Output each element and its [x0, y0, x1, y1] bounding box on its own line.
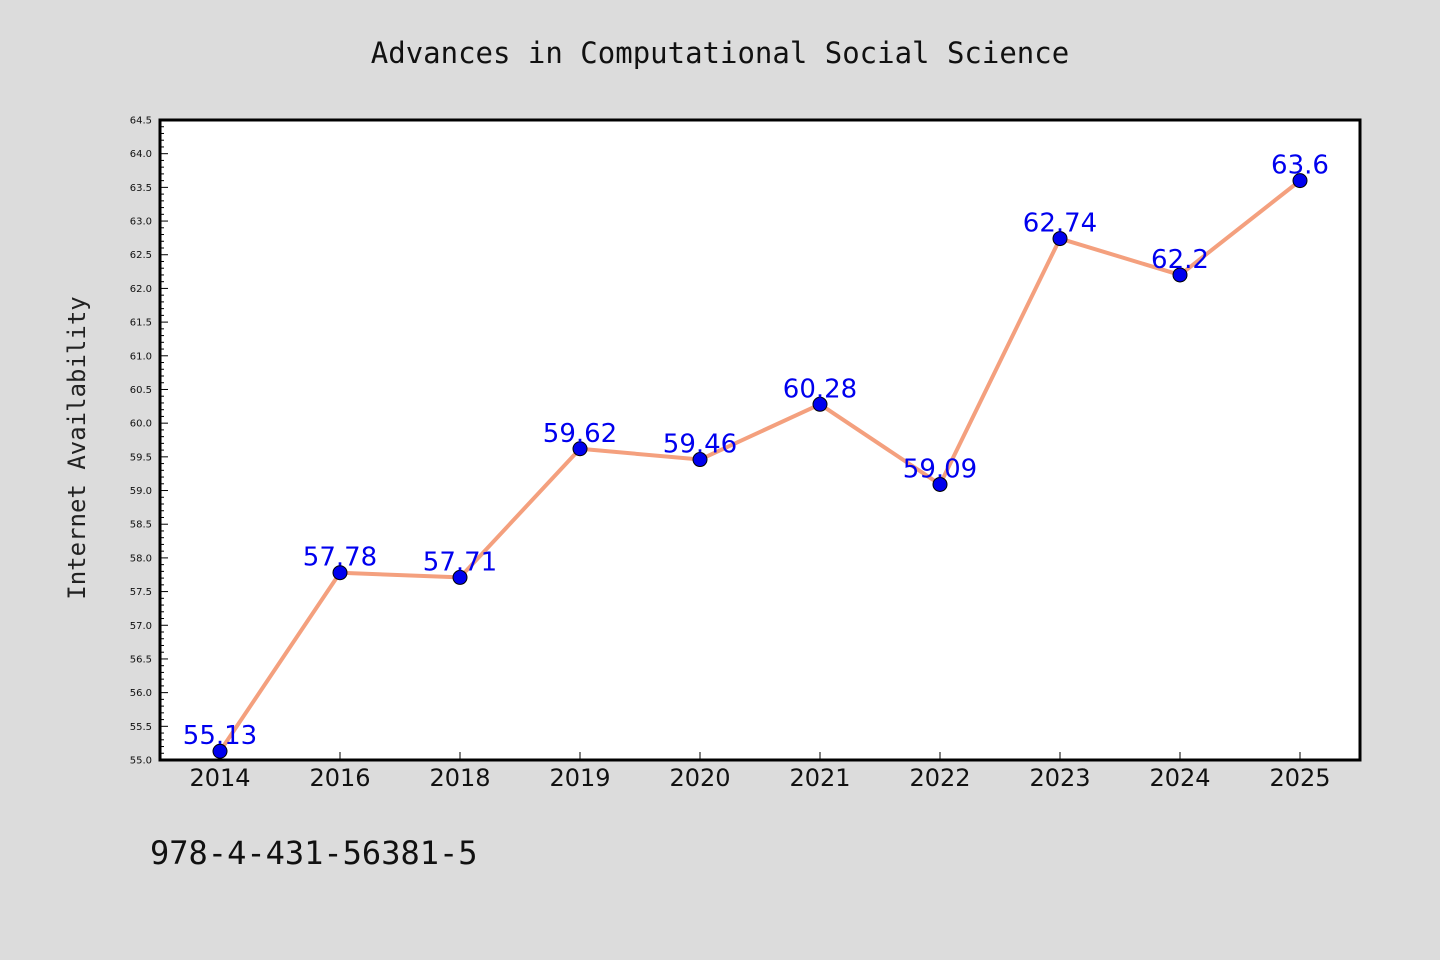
data-point — [332, 565, 348, 581]
data-points-group — [212, 173, 1308, 759]
x-tick-label: 2024 — [1149, 764, 1210, 792]
x-tick-label: 2014 — [189, 764, 250, 792]
y-axis-label: Internet Availability — [63, 296, 91, 599]
chart-title: Advances in Computational Social Science — [371, 36, 1069, 70]
y-tick-label: 60.5 — [130, 385, 152, 396]
data-label: 59.46 — [663, 430, 737, 460]
y-tick-label: 58.0 — [130, 553, 152, 564]
x-tick-label: 2022 — [909, 764, 970, 792]
data-point — [212, 743, 228, 759]
x-tick-label: 2023 — [1029, 764, 1090, 792]
x-axis-ticks: 2014 2016 2018 2019 2020 2021 2022 2023 2024 2025 — [189, 752, 1331, 792]
x-tick-label: 2016 — [309, 764, 370, 792]
y-tick-label: 60.0 — [130, 419, 152, 430]
data-label: 55.13 — [183, 721, 257, 751]
y-axis-ticks: 55.0 55.5 56.0 56.5 57.0 57.5 58.0 58.5 59.0 59.5… — [130, 116, 168, 767]
y-tick-label: 61.5 — [130, 318, 152, 329]
y-tick-label: 63.0 — [130, 217, 152, 228]
x-tick-label: 2025 — [1269, 764, 1330, 792]
y-tick-label: 64.0 — [130, 149, 152, 160]
data-label: 57.78 — [303, 543, 377, 573]
data-label: 59.09 — [903, 454, 977, 484]
y-tick-label: 64.5 — [130, 116, 152, 127]
y-tick-label: 62.0 — [130, 284, 152, 295]
y-tick-label: 55.0 — [130, 756, 152, 767]
y-tick-label: 57.5 — [130, 587, 152, 598]
y-tick-label: 59.5 — [130, 452, 152, 463]
y-tick-label: 59.0 — [130, 486, 152, 497]
series-line-group — [218, 178, 1302, 754]
data-label: 60.28 — [783, 374, 857, 404]
plot-area — [158, 118, 1362, 762]
data-labels-group: 55.13 57.78 57.71 59.62 59.46 60.28 59.09 62.74… — [183, 151, 1329, 752]
data-point — [452, 569, 468, 585]
data-point — [1172, 267, 1188, 283]
data-label: 62.74 — [1023, 209, 1097, 239]
y-tick-label: 57.0 — [130, 621, 152, 632]
data-point — [932, 476, 948, 492]
data-label: 57.71 — [423, 547, 497, 577]
y-tick-label: 61.0 — [130, 351, 152, 362]
y-tick-label: 63.5 — [130, 183, 152, 194]
x-tick-label: 2020 — [669, 764, 730, 792]
y-tick-label: 62.5 — [130, 250, 152, 261]
x-tick-label: 2019 — [549, 764, 610, 792]
y-tick-label: 55.5 — [130, 722, 152, 733]
data-point — [1052, 231, 1068, 247]
data-label: 62.2 — [1151, 245, 1209, 275]
data-point — [812, 396, 828, 412]
data-point — [692, 452, 708, 468]
x-tick-label: 2018 — [429, 764, 490, 792]
isbn-text: 978-4-431-56381-5 — [150, 834, 478, 872]
series-line — [218, 178, 1302, 754]
data-label: 63.6 — [1271, 151, 1329, 181]
x-tick-label: 2021 — [789, 764, 850, 792]
y-tick-label: 56.0 — [130, 688, 152, 699]
data-point — [1292, 173, 1308, 189]
data-label: 59.62 — [543, 419, 617, 449]
data-point — [572, 441, 588, 457]
y-tick-label: 58.5 — [130, 520, 152, 531]
y-tick-label: 56.5 — [130, 654, 152, 665]
